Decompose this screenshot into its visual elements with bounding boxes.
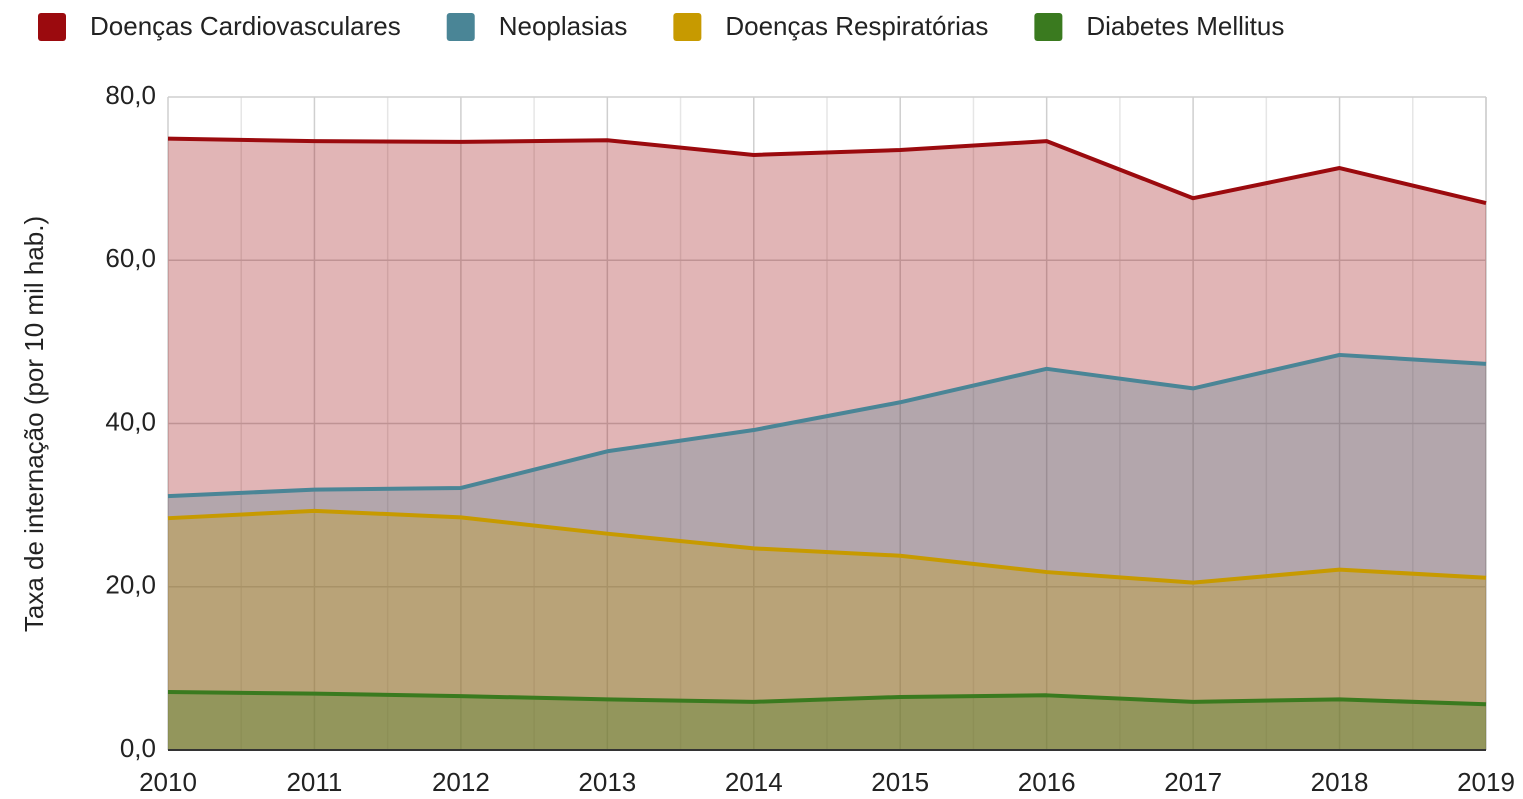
legend-label: Neoplasias [499,11,628,41]
legend-label: Doenças Cardiovasculares [90,11,401,41]
y-tick-label: 40,0 [105,406,156,436]
area-line [167,136,1487,206]
area-line [167,352,1487,499]
y-tick-label: 20,0 [105,570,156,600]
area-line [167,690,1487,707]
y-tick-label: 80,0 [105,80,156,110]
x-tick-label: 2015 [871,767,929,797]
x-tick-label: 2012 [432,767,490,797]
x-tick-label: 2011 [286,767,342,797]
area-fill [168,692,1486,750]
legend-label: Doenças Respiratórias [725,11,988,41]
x-tick-label: 2013 [578,767,636,797]
legend-swatch [38,13,66,41]
x-tick-label: 2019 [1457,767,1515,797]
legend-swatch [1034,13,1063,41]
x-tick-label: 2018 [1311,767,1369,797]
y-tick-label: 0,0 [120,733,156,763]
legend-swatch [446,13,475,41]
y-tick-label: 60,0 [105,243,156,273]
x-tick-label: 2014 [725,767,783,797]
y-axis-label: Taxa de internação (por 10 mil hab.) [19,216,49,632]
x-tick-label: 2016 [1018,767,1076,797]
area-line [167,508,1487,585]
x-tick-label: 2017 [1164,767,1222,797]
area-fill [168,138,1486,750]
legend-swatch [673,13,702,41]
legend-label: Diabetes Mellitus [1086,11,1284,41]
area-fill [168,510,1486,750]
x-tick-label: 2010 [139,767,197,797]
